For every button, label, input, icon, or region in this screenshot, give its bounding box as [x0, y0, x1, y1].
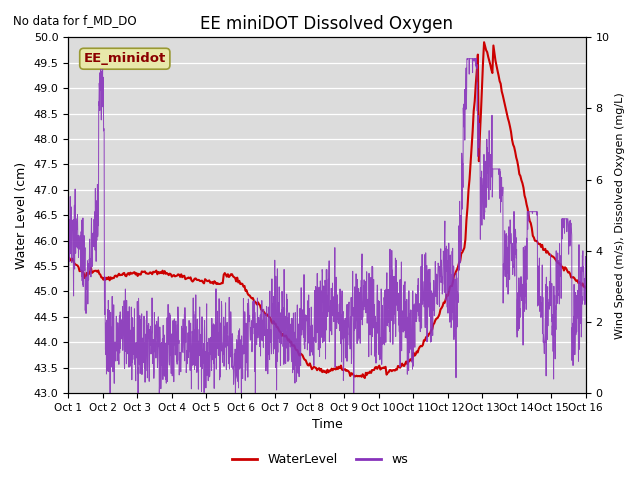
- Text: EE_minidot: EE_minidot: [84, 52, 166, 65]
- Legend: WaterLevel, ws: WaterLevel, ws: [227, 448, 413, 471]
- Y-axis label: Wind Speed (m/s), Dissolved Oxygen (mg/L): Wind Speed (m/s), Dissolved Oxygen (mg/L…: [615, 92, 625, 338]
- Text: No data for f_MD_DO: No data for f_MD_DO: [13, 14, 136, 27]
- Title: EE miniDOT Dissolved Oxygen: EE miniDOT Dissolved Oxygen: [200, 15, 453, 33]
- Y-axis label: Water Level (cm): Water Level (cm): [15, 162, 28, 269]
- X-axis label: Time: Time: [312, 419, 342, 432]
